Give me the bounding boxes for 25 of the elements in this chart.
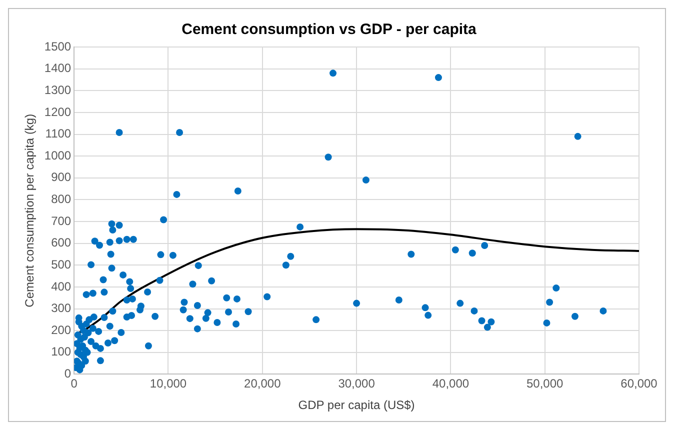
y-tick-label: 600 [51,236,72,250]
y-tick-label: 1500 [44,39,72,54]
y-tick-label: 900 [51,170,72,184]
x-tick-label: 40,000 [432,376,470,391]
y-tick-label: 0 [64,366,72,381]
y-axis-title: Cement consumption per capita (kg) [22,114,37,308]
y-tick-label: 1400 [44,61,72,76]
y-tick-label: 700 [51,214,72,228]
y-tick-label: 200 [51,322,72,337]
y-tick-label: 500 [51,257,72,272]
y-tick-label: 1100 [45,126,72,141]
x-tick-label: 60,000 [620,376,658,391]
y-tick-label: 100 [51,344,72,359]
x-tick-label: 20,000 [244,376,282,391]
x-tick-label: 30,000 [338,376,376,391]
y-tick-label: 800 [51,192,72,206]
x-tick-label: 10,000 [150,376,187,391]
y-tick-label: 300 [51,301,72,316]
x-tick-label: 50,000 [526,376,564,391]
y-tick-label: 400 [51,279,72,294]
x-axis-title: GDP per capita (US$) [298,398,415,412]
chart-title: Cement consumption vs GDP - per capita [182,21,478,38]
y-tick-label: 1200 [44,104,72,119]
y-tick-label: 1000 [44,148,72,162]
y-tick-label: 1300 [44,82,72,97]
